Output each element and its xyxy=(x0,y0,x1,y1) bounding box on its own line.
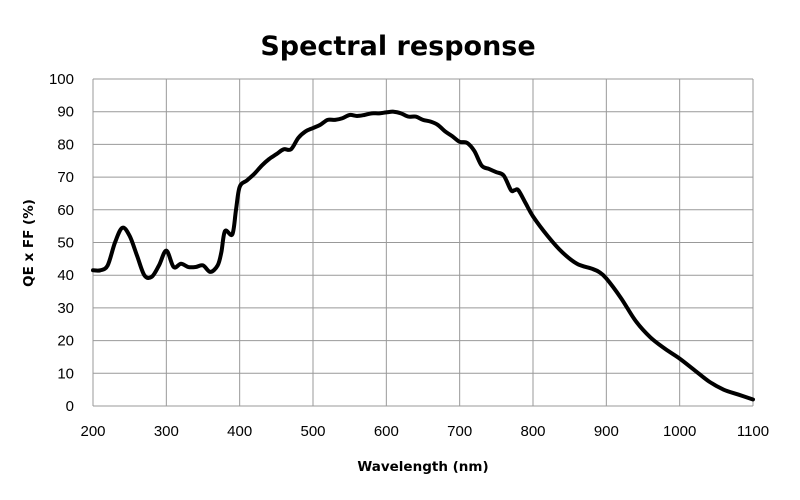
x-tick-labels: 200 300 400 500 600 700 800 900 1000 1100 xyxy=(80,423,769,440)
x-tick-label: 300 xyxy=(154,423,179,440)
y-tick-label: 80 xyxy=(57,136,74,153)
y-tick-label: 20 xyxy=(57,333,74,350)
x-tick-label: 400 xyxy=(227,423,252,440)
y-tick-label: 70 xyxy=(57,169,74,186)
series-line-qe-x-ff xyxy=(91,109,755,402)
y-tick-label: 90 xyxy=(57,104,74,121)
x-tick-label: 1000 xyxy=(663,423,696,440)
y-tick-label: 60 xyxy=(57,202,74,219)
y-tick-label: 30 xyxy=(57,300,74,317)
x-tick-label: 700 xyxy=(447,423,472,440)
x-tick-label: 1100 xyxy=(737,423,769,440)
chart-title: Spectral response xyxy=(260,31,535,62)
y-tick-label: 10 xyxy=(57,365,74,382)
y-axis-label: QE x FF (%) xyxy=(21,199,37,287)
x-axis-label: Wavelength (nm) xyxy=(357,459,488,475)
grid xyxy=(92,78,754,407)
y-tick-label: 50 xyxy=(57,235,74,252)
y-tick-labels: 0 10 20 30 40 50 60 70 80 90 100 xyxy=(49,71,74,415)
y-tick-label: 40 xyxy=(57,267,74,284)
x-tick-label: 900 xyxy=(594,423,619,440)
x-tick-label: 600 xyxy=(374,423,399,440)
x-tick-label: 500 xyxy=(300,423,325,440)
y-tick-label: 0 xyxy=(66,398,74,415)
x-tick-label: 800 xyxy=(520,423,545,440)
y-tick-label: 100 xyxy=(49,71,74,88)
x-tick-label: 200 xyxy=(80,423,105,440)
